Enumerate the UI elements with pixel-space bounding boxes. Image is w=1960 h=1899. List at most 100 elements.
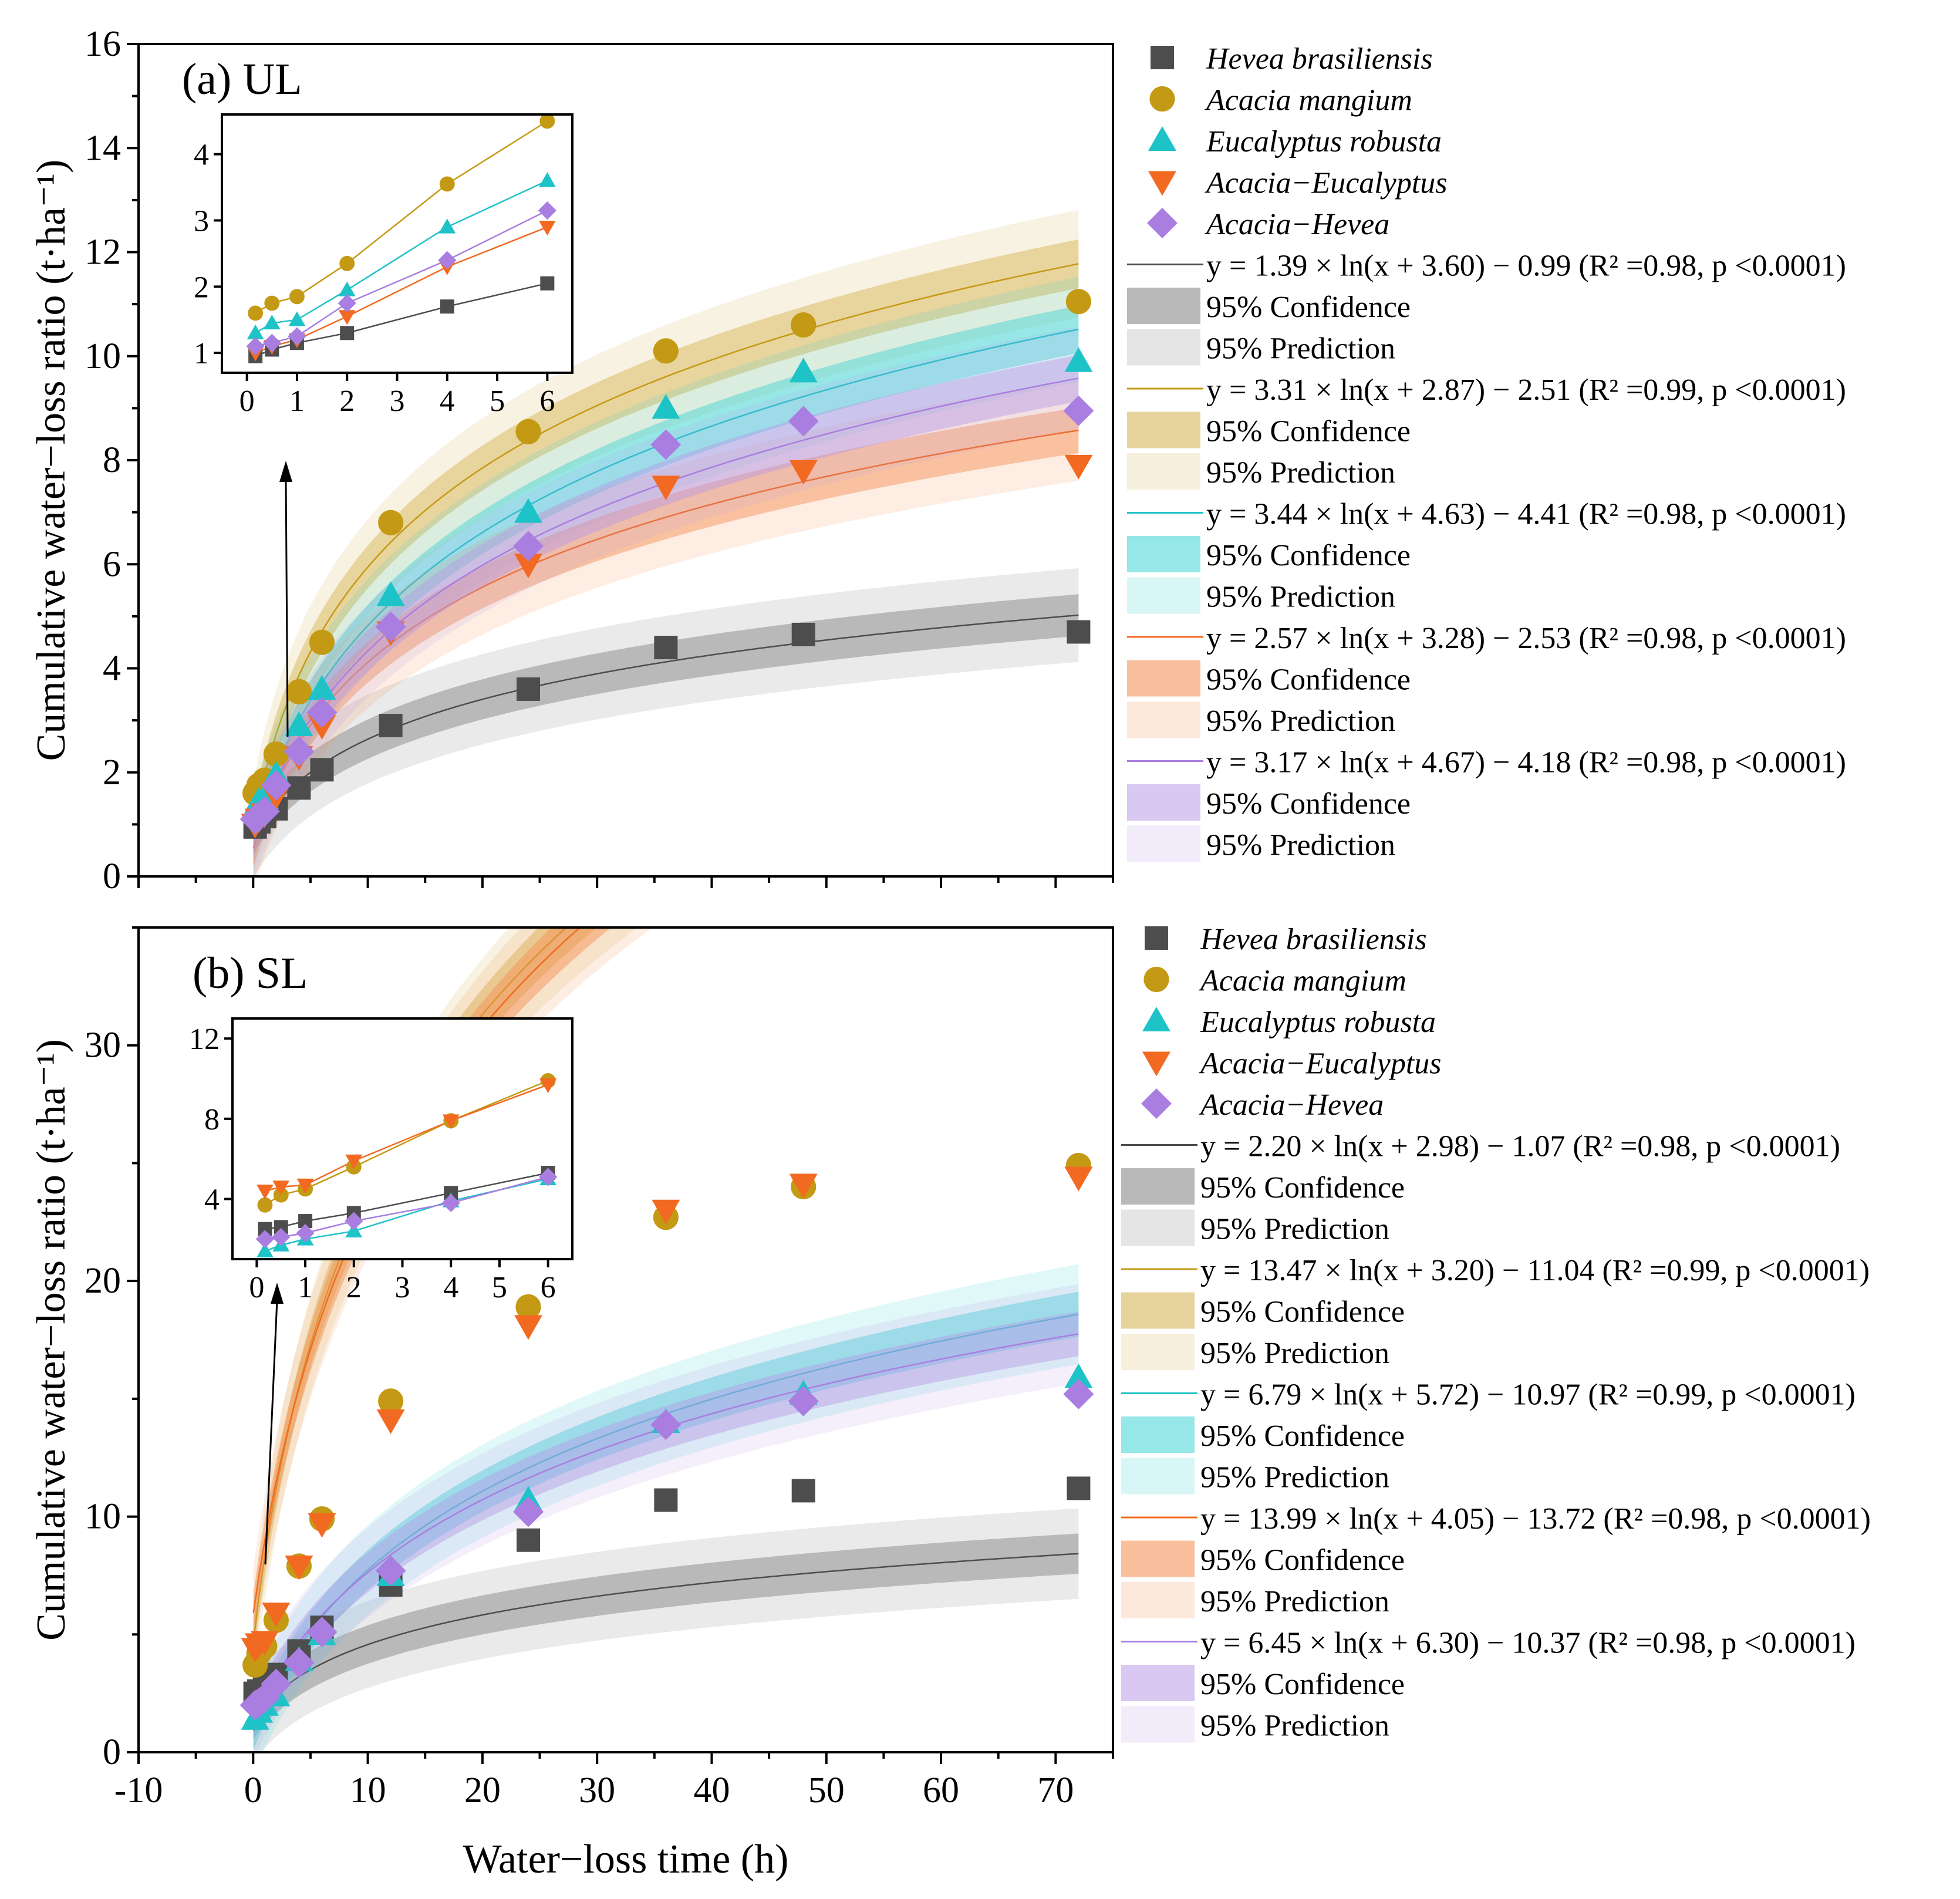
legend-equation: y = 13.99 × ln(x + 4.05) − 13.72 (R² =0.… (1200, 1502, 1871, 1536)
inset-data-point (339, 255, 355, 271)
inset-x-tick-label: 5 (492, 1271, 507, 1304)
inset-x-tick-label: 5 (490, 384, 505, 418)
data-point (789, 1173, 818, 1199)
y-tick-label: 8 (103, 440, 121, 480)
legend-equation: y = 3.17 × ln(x + 4.67) − 4.18 (R² =0.98… (1206, 746, 1846, 780)
legend-confidence-swatch (1127, 660, 1200, 697)
data-point (249, 796, 280, 827)
data-point (1063, 1378, 1094, 1409)
inset-data-point (272, 1227, 291, 1247)
legend-series-name: Acacia mangium (1205, 84, 1412, 117)
legend-equation: y = 3.44 × ln(x + 4.63) − 4.41 (R² =0.98… (1206, 498, 1846, 531)
inset-data-point (442, 1114, 460, 1129)
legend-confidence-swatch (1127, 784, 1200, 821)
y-tick-label: 30 (85, 1026, 121, 1065)
inset-x-tick-label: 1 (298, 1271, 313, 1304)
confidence-band (253, 1311, 1079, 1735)
inset-data-point (441, 1193, 460, 1212)
data-point (517, 1528, 540, 1552)
data-point (309, 629, 335, 655)
legend-prediction-swatch (1127, 825, 1200, 862)
legend-marker (1145, 926, 1168, 950)
legend-marker (1147, 208, 1178, 238)
legend-prediction-label: 95% Prediction (1200, 1213, 1389, 1246)
inset-data-point (540, 276, 555, 291)
y-tick-label: 6 (103, 544, 121, 584)
inset-data-point (338, 310, 356, 325)
data-point (514, 498, 542, 523)
legend-series-name: Hevea brasiliensis (1200, 923, 1427, 956)
inset-data-point (539, 113, 555, 129)
legend-equation: y = 6.45 × ln(x + 6.30) − 10.37 (R² =0.9… (1200, 1627, 1856, 1660)
inset-data-point (538, 220, 556, 236)
legend-confidence-swatch (1121, 1168, 1195, 1205)
x-tick-label: 30 (579, 1770, 615, 1810)
inset-x-tick-label: 6 (539, 384, 555, 418)
data-point (286, 679, 312, 704)
data-point (375, 1555, 406, 1586)
legend-marker (1148, 171, 1176, 196)
inset-background (222, 114, 572, 373)
x-tick-label: 60 (923, 1770, 959, 1810)
inset-data-point (539, 1078, 557, 1094)
legend-confidence-swatch (1121, 1665, 1195, 1701)
legend-confidence-label: 95% Confidence (1200, 1296, 1405, 1329)
legend-prediction-label: 95% Prediction (1200, 1585, 1389, 1618)
legend-prediction-label: 95% Prediction (1200, 1461, 1389, 1495)
legend-marker (1142, 1007, 1170, 1031)
inset-y-tick-label: 3 (194, 205, 209, 238)
legend-confidence-label: 95% Confidence (1206, 415, 1411, 448)
inset-x-tick-label: 0 (239, 384, 255, 418)
data-point (515, 419, 541, 444)
legend-prediction-swatch (1127, 453, 1200, 490)
data-point (788, 1385, 819, 1416)
y-tick-label: 2 (103, 753, 121, 792)
data-point (791, 1479, 815, 1503)
legend-marker (1151, 46, 1174, 69)
legend-confidence-swatch (1127, 411, 1200, 448)
y-tick-label: 14 (85, 128, 121, 168)
legend-prediction-swatch (1127, 577, 1200, 614)
inset-data-point (539, 1168, 558, 1186)
confidence-band (253, 355, 1079, 858)
inset-data-point (438, 218, 456, 234)
data-point (1064, 347, 1093, 372)
inset-data-point (272, 1180, 290, 1196)
inset-data-point (257, 1185, 274, 1200)
inset-y-tick-label: 4 (204, 1183, 220, 1217)
inset-data-point (263, 314, 281, 330)
data-point (515, 1294, 541, 1320)
legend-series-name: Acacia−Eucalyptus (1205, 167, 1448, 200)
inset-arrow-head (279, 461, 292, 482)
prediction-band (253, 1284, 1079, 1752)
inset-data-point (296, 1178, 314, 1193)
inset-y-tick-label: 2 (194, 271, 209, 304)
inset-x-tick-label: 3 (395, 1271, 410, 1304)
data-point (1064, 1363, 1093, 1388)
inset-x-tick-label: 2 (339, 384, 355, 418)
legend-marker (1149, 86, 1175, 112)
legend-series-name: Acacia−Eucalyptus (1199, 1047, 1442, 1081)
y-tick-label: 20 (85, 1261, 121, 1301)
y-tick-label: 0 (103, 1732, 121, 1772)
legend-confidence-swatch (1121, 1540, 1195, 1577)
legend-series-name: Acacia mangium (1199, 964, 1406, 998)
x-tick-label: 0 (244, 1770, 262, 1810)
data-point (378, 510, 404, 535)
data-point (285, 711, 313, 736)
y-tick-label: 4 (103, 649, 121, 689)
inset-data-point (255, 1230, 275, 1249)
legend-equation: y = 13.47 × ln(x + 3.20) − 11.04 (R² =0.… (1200, 1254, 1870, 1287)
data-point (652, 1199, 680, 1225)
x-tick-label: 70 (1037, 1770, 1074, 1810)
prediction-band (253, 568, 1079, 876)
inset-data-point (538, 172, 556, 187)
data-points (239, 1152, 1094, 1730)
inset-data-point (264, 295, 280, 311)
legend-prediction-label: 95% Prediction (1206, 332, 1395, 366)
prediction-band (253, 1508, 1079, 1752)
